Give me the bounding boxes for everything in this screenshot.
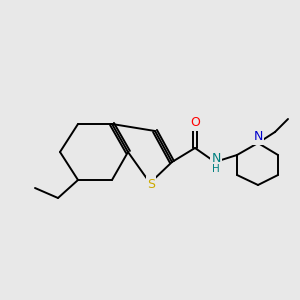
- Text: O: O: [190, 116, 200, 130]
- Text: N: N: [253, 130, 263, 143]
- Text: H: H: [212, 164, 220, 174]
- Text: S: S: [147, 178, 155, 190]
- Text: N: N: [211, 152, 221, 166]
